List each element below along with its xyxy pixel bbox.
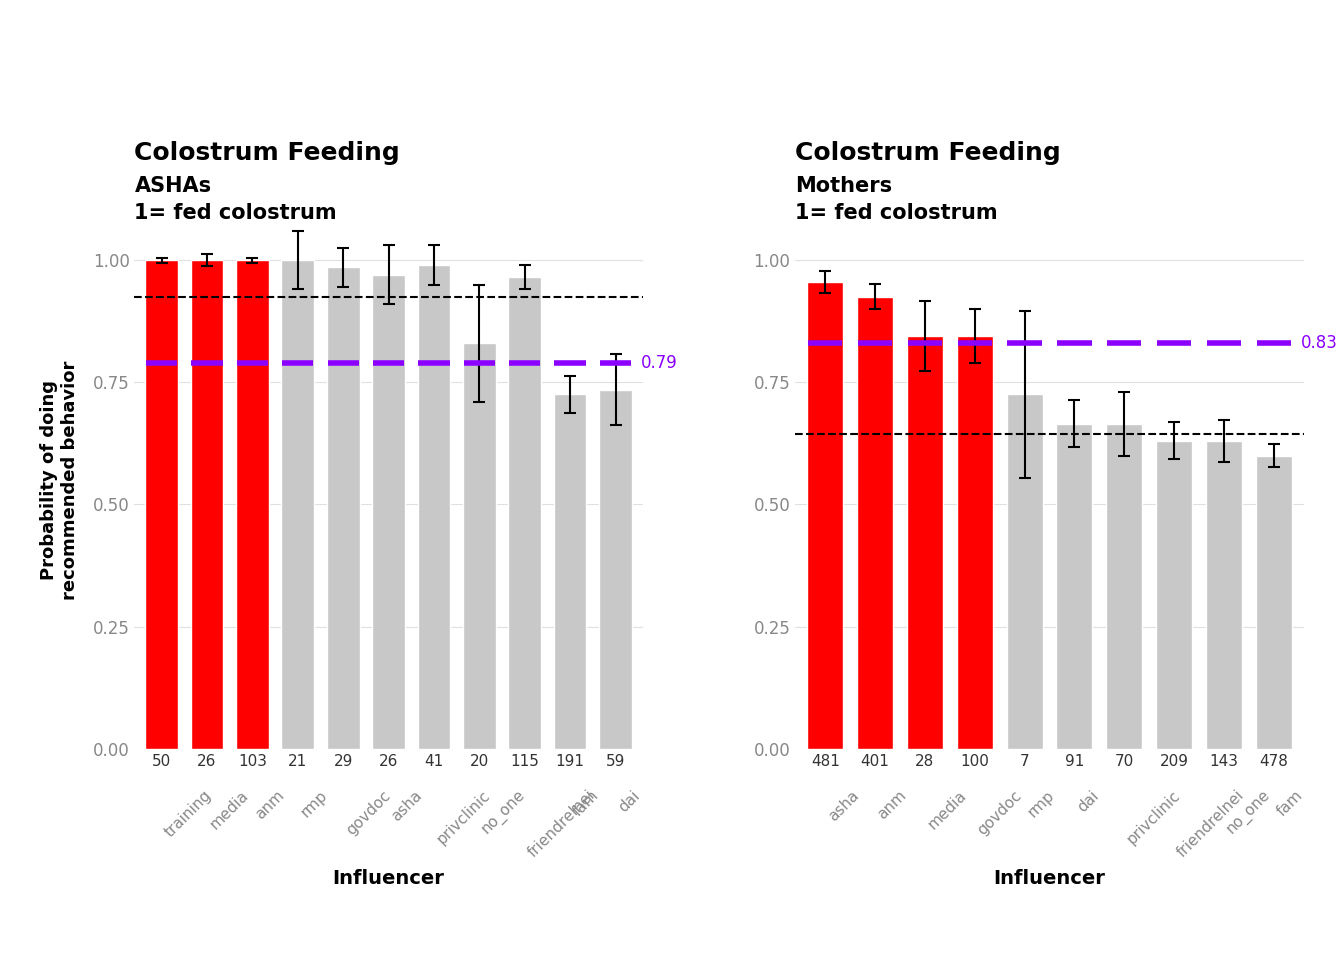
Text: Mothers: Mothers bbox=[796, 177, 892, 196]
Bar bbox=[957, 336, 993, 749]
Bar bbox=[1007, 395, 1043, 749]
Bar bbox=[1056, 423, 1093, 749]
Bar bbox=[1206, 441, 1242, 749]
Bar bbox=[418, 265, 450, 749]
Text: 0.79: 0.79 bbox=[641, 353, 677, 372]
Y-axis label: Probability of doing
recommended behavior: Probability of doing recommended behavio… bbox=[40, 360, 79, 600]
Text: 1= fed colostrum: 1= fed colostrum bbox=[134, 204, 337, 223]
Bar bbox=[1156, 441, 1192, 749]
Bar bbox=[372, 275, 405, 749]
Bar bbox=[907, 336, 943, 749]
Bar bbox=[145, 260, 177, 749]
X-axis label: Influencer: Influencer bbox=[993, 870, 1105, 888]
Text: 0.83: 0.83 bbox=[1301, 334, 1339, 352]
Bar bbox=[281, 260, 314, 749]
Bar bbox=[237, 260, 269, 749]
Bar bbox=[327, 268, 360, 749]
Text: 1= fed colostrum: 1= fed colostrum bbox=[796, 204, 999, 223]
Text: Colostrum Feeding: Colostrum Feeding bbox=[796, 141, 1060, 165]
Bar bbox=[191, 260, 223, 749]
Bar bbox=[464, 343, 496, 749]
Bar bbox=[857, 297, 892, 749]
Text: Colostrum Feeding: Colostrum Feeding bbox=[134, 141, 401, 165]
Bar bbox=[1106, 423, 1142, 749]
Bar bbox=[508, 277, 542, 749]
Bar bbox=[554, 395, 586, 749]
Text: ASHAs: ASHAs bbox=[134, 177, 211, 196]
Bar bbox=[1255, 456, 1292, 749]
Bar bbox=[599, 390, 632, 749]
X-axis label: Influencer: Influencer bbox=[333, 870, 445, 888]
Bar bbox=[808, 282, 843, 749]
